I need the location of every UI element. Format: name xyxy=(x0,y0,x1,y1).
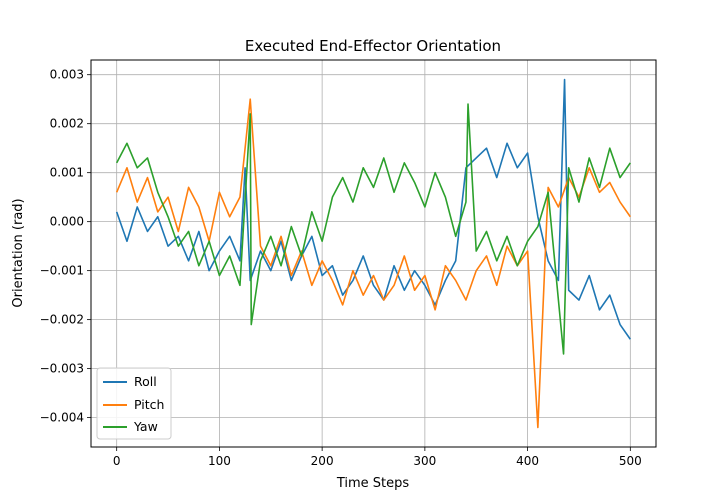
legend-label-yaw: Yaw xyxy=(133,419,158,434)
y-tick-label: 0.003 xyxy=(50,68,84,82)
legend-box xyxy=(96,367,172,440)
legend: Roll Pitch Yaw xyxy=(96,367,172,440)
legend-label-pitch: Pitch xyxy=(134,397,164,412)
series-line-pitch xyxy=(115,98,631,429)
y-tick-label: −0.002 xyxy=(40,313,84,327)
y-tick-label: −0.001 xyxy=(40,264,84,278)
x-tick-label: 300 xyxy=(413,454,436,468)
series-line-yaw xyxy=(115,103,631,355)
ticks: 0 100 200 300 400 500 −0.004 −0.003 −0.002 −0.001… xyxy=(40,68,642,468)
x-axis-title: Time Steps xyxy=(336,476,410,491)
series-line-roll xyxy=(115,78,631,340)
y-tick-label: 0.001 xyxy=(50,166,84,180)
grid xyxy=(91,60,656,447)
y-tick-label: −0.004 xyxy=(40,411,84,425)
y-tick-label: −0.003 xyxy=(40,362,84,376)
y-tick-label: 0.000 xyxy=(50,215,84,229)
y-axis-title: Orientation (rad) xyxy=(11,198,26,307)
x-tick-label: 500 xyxy=(619,454,642,468)
y-tick-label: 0.002 xyxy=(50,117,84,131)
x-tick-label: 100 xyxy=(208,454,231,468)
plot-frame xyxy=(90,59,657,448)
x-tick-label: 0 xyxy=(113,454,121,468)
chart-title: Executed End-Effector Orientation xyxy=(245,37,501,55)
x-tick-label: 200 xyxy=(311,454,334,468)
series-layer xyxy=(115,78,631,429)
legend-label-roll: Roll xyxy=(134,374,157,389)
x-tick-label: 400 xyxy=(516,454,539,468)
